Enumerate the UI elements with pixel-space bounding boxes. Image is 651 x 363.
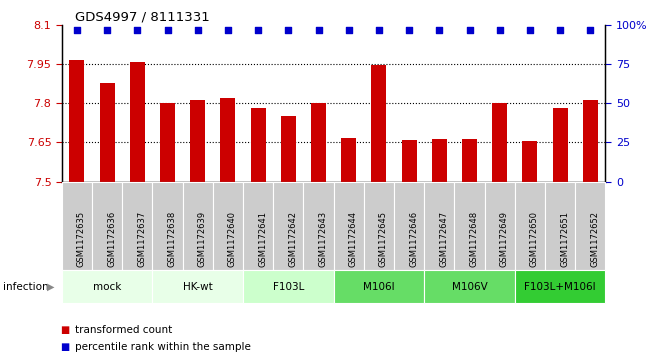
Text: GSM1172646: GSM1172646 [409,211,418,267]
Point [495,27,505,33]
Bar [341,138,356,182]
Text: GSM1172643: GSM1172643 [318,211,327,267]
Text: GDS4997 / 8111331: GDS4997 / 8111331 [75,11,210,24]
Point [344,27,354,33]
Bar [402,140,417,182]
Text: infection: infection [3,282,49,292]
Text: ■: ■ [61,325,70,335]
Bar [371,65,387,182]
Text: GSM1172639: GSM1172639 [198,211,207,267]
Bar [190,100,205,182]
Text: transformed count: transformed count [75,325,172,335]
Bar [522,141,538,182]
Text: GSM1172638: GSM1172638 [167,211,176,267]
Bar [432,139,447,182]
Point [102,27,113,33]
Point [374,27,384,33]
Text: ▶: ▶ [47,282,55,292]
Point [434,27,445,33]
Bar [70,60,85,182]
Point [464,27,475,33]
Text: GSM1172650: GSM1172650 [530,211,539,267]
Text: GSM1172642: GSM1172642 [288,211,298,267]
Point [283,27,294,33]
Bar [583,100,598,182]
Point [253,27,264,33]
Bar [462,139,477,182]
Bar [492,103,507,182]
Point [193,27,203,33]
Text: GSM1172644: GSM1172644 [349,211,358,267]
Text: GSM1172636: GSM1172636 [107,211,116,267]
Bar [160,103,175,182]
Bar [281,116,296,182]
Text: F103L: F103L [273,282,304,292]
Point [404,27,414,33]
Bar [100,83,115,182]
Text: GSM1172648: GSM1172648 [469,211,478,267]
Bar [311,103,326,182]
Point [72,27,82,33]
Bar [251,108,266,182]
Text: GSM1172652: GSM1172652 [590,211,600,267]
Text: mock: mock [93,282,121,292]
Bar [553,108,568,182]
Text: F103L+M106I: F103L+M106I [524,282,596,292]
Point [132,27,143,33]
Text: GSM1172649: GSM1172649 [500,211,508,267]
Text: GSM1172647: GSM1172647 [439,211,449,267]
Point [162,27,173,33]
Text: HK-wt: HK-wt [183,282,213,292]
Text: percentile rank within the sample: percentile rank within the sample [75,342,251,352]
Bar [130,62,145,182]
Point [525,27,535,33]
Text: GSM1172651: GSM1172651 [560,211,569,267]
Text: M106I: M106I [363,282,395,292]
Text: M106V: M106V [452,282,488,292]
Point [585,27,596,33]
Bar [221,98,236,182]
Text: GSM1172635: GSM1172635 [77,211,86,267]
Point [223,27,233,33]
Point [313,27,324,33]
Text: GSM1172645: GSM1172645 [379,211,388,267]
Text: GSM1172640: GSM1172640 [228,211,237,267]
Text: GSM1172641: GSM1172641 [258,211,267,267]
Text: GSM1172637: GSM1172637 [137,211,146,267]
Text: ■: ■ [61,342,70,352]
Point [555,27,565,33]
